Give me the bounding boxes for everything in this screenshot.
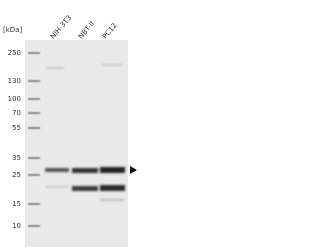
band	[46, 67, 64, 69]
band	[45, 168, 69, 172]
band	[72, 168, 98, 173]
band	[100, 199, 124, 201]
band-arrow	[130, 166, 137, 174]
marker-label: 35	[12, 154, 21, 162]
ladder-band	[28, 80, 40, 82]
band	[102, 64, 122, 66]
ladder-band	[28, 98, 40, 100]
marker-label: 130	[8, 77, 21, 85]
ladder-band	[28, 174, 40, 176]
ladder	[28, 52, 40, 227]
ladder-band	[28, 112, 40, 114]
ladder-band	[28, 157, 40, 159]
ladder-band	[28, 127, 40, 129]
unit-label: [kDa]	[3, 26, 22, 34]
marker-label: 25	[12, 171, 21, 179]
ladder-band	[28, 52, 40, 54]
band	[100, 167, 125, 173]
membrane	[25, 40, 128, 247]
marker-labels: 250 130 100 70 55 35 25 15 10	[8, 49, 21, 230]
marker-label: 250	[8, 49, 21, 57]
lane-label: NBT-II	[77, 20, 96, 41]
ladder-band	[28, 225, 40, 227]
marker-label: 55	[12, 124, 21, 132]
marker-label: 15	[12, 200, 21, 208]
band	[100, 185, 125, 191]
ladder-band	[28, 203, 40, 205]
marker-label: 70	[12, 109, 21, 117]
marker-label: 10	[12, 222, 21, 230]
blot-figure: [kDa] 250 130 100 70 55 35 25 15 10 NIH-…	[3, 14, 137, 247]
lane-label: PC12	[101, 22, 119, 41]
band	[72, 186, 98, 191]
marker-label: 100	[8, 95, 21, 103]
bands	[45, 64, 125, 201]
band	[46, 186, 68, 188]
lane-label: NIH-3T3	[49, 14, 73, 41]
